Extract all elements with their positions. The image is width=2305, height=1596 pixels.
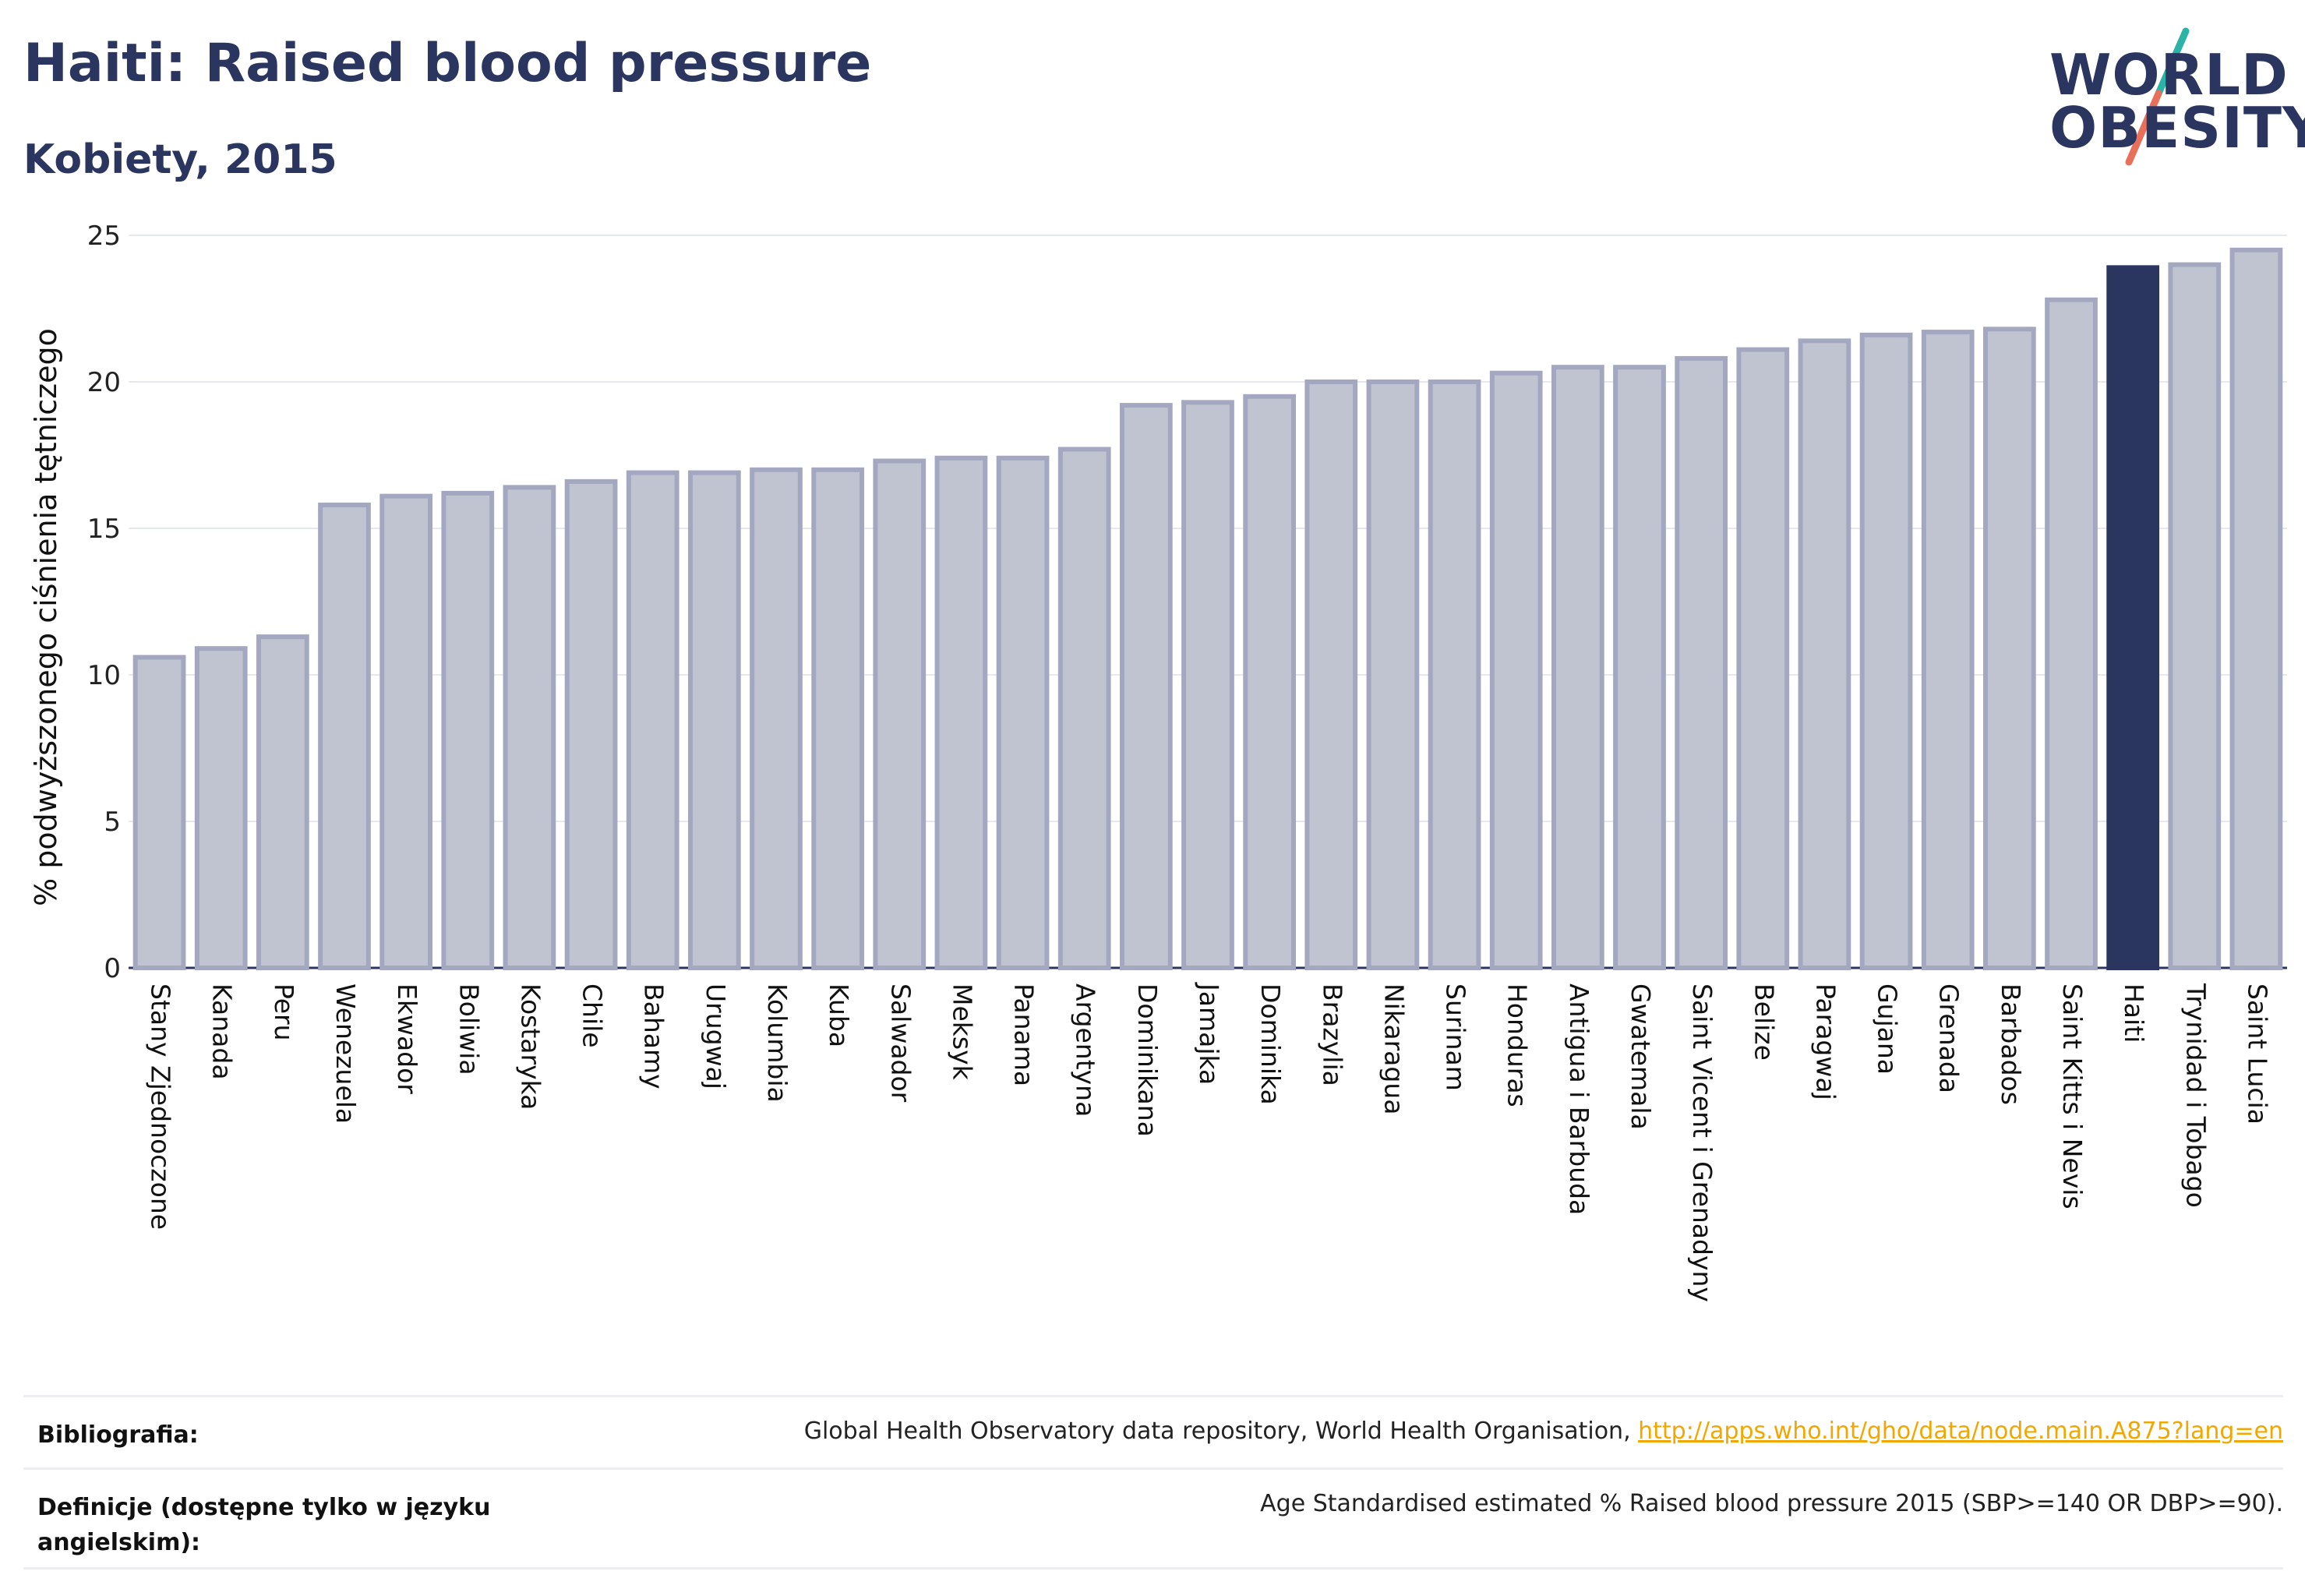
x-category-label: Stany Zjednoczone (146, 983, 176, 1230)
x-category-label: Paragwaj (1810, 983, 1841, 1100)
x-category-label: Surinam (1441, 983, 1471, 1091)
bar (934, 455, 988, 970)
bar (379, 493, 433, 970)
x-category-label: Belize (1749, 983, 1779, 1061)
x-category-label: Wenezuela (330, 983, 361, 1124)
y-tick-label: 5 (104, 807, 121, 838)
logo-text-obesity: OBESITY (2049, 95, 2305, 161)
x-category-label: Haiti (2119, 983, 2149, 1043)
x-axis-labels: Stany Zjednoczone Kanada Peru Wenezuela Ekwa… (146, 982, 2273, 1302)
x-category-label: Kuba (824, 983, 854, 1047)
y-tick-label: 25 (87, 221, 121, 252)
x-category-label: Gwatemala (1626, 983, 1656, 1130)
definitions-row: Definicje (dostępne tylko w języku angie… (23, 1467, 2283, 1570)
x-category-label: Gujana (1873, 983, 1903, 1075)
x-category-label: Grenada (1934, 983, 1964, 1093)
bar (1304, 380, 1358, 970)
bar-highlighted (2106, 265, 2160, 970)
bar (503, 485, 556, 970)
y-tick-label: 0 (104, 953, 121, 984)
x-category-label: Bahamy (639, 983, 669, 1089)
y-axis-ticks: 0 5 10 15 20 25 (87, 221, 121, 984)
x-category-label: Barbados (1996, 983, 2026, 1105)
bar (1736, 347, 1790, 970)
bibliography-text: Global Health Observatory data repositor… (803, 1418, 1639, 1445)
bar (194, 646, 248, 970)
bar (1119, 403, 1173, 970)
x-category-label: Kostaryka (515, 983, 545, 1110)
bar (996, 455, 1050, 970)
bar (1921, 330, 1975, 970)
bar-chart: 0 5 10 15 20 25 Stany Zjednoczone Kanada Peru We… (29, 221, 2287, 1302)
bar (1675, 355, 1728, 971)
x-category-label: Saint Kitts i Nevis (2057, 983, 2088, 1209)
bar (564, 478, 618, 970)
bar (318, 502, 371, 970)
x-category-label: Saint Vicent i Grenadyny (1687, 983, 1717, 1302)
x-category-label: Boliwia (454, 983, 484, 1075)
logo-text-world: WORLD (2049, 42, 2289, 108)
x-category-label: Honduras (1502, 983, 1533, 1107)
world-obesity-logo: WORLD OBESITY (2042, 23, 2305, 168)
x-category-label: Meksyk (947, 983, 977, 1081)
bar (1551, 365, 1604, 970)
bibliography-value: Global Health Observatory data repositor… (804, 1418, 2283, 1445)
x-category-label: Saint Lucia (2242, 983, 2272, 1125)
bar (132, 655, 186, 970)
x-category-label: Kanada (207, 983, 238, 1080)
bar (2168, 262, 2222, 971)
bar (1798, 338, 1851, 970)
bar (811, 467, 865, 970)
x-category-label: Antigua i Barbuda (1564, 983, 1594, 1215)
x-category-label: Panama (1009, 983, 1040, 1086)
bar (873, 458, 927, 970)
bar (441, 490, 495, 970)
bar (2229, 247, 2283, 970)
x-category-label: Nikaragua (1378, 983, 1409, 1114)
y-tick-label: 20 (87, 367, 121, 398)
bar (1613, 365, 1666, 970)
x-category-label: Dominika (1255, 983, 1286, 1105)
bar (1057, 447, 1111, 970)
bar (1859, 332, 1913, 970)
bar (1243, 394, 1297, 970)
y-axis-title: % podwyższonego ciśnienia tętniczego (29, 328, 63, 906)
x-category-label: Ekwador (392, 983, 422, 1094)
x-category-label: Urugwaj (701, 983, 731, 1089)
bars (132, 247, 2283, 971)
definitions-value: Age Standardised estimated % Raised bloo… (1260, 1490, 2283, 1517)
bar (1428, 380, 1481, 970)
x-category-label: Kolumbia (762, 983, 792, 1103)
bar (687, 470, 741, 970)
bar (256, 634, 309, 970)
x-category-label: Jamajka (1194, 982, 1224, 1085)
bar (1982, 327, 2036, 970)
y-tick-label: 15 (87, 514, 121, 545)
bar (1366, 380, 1420, 970)
page-title: Haiti: Raised blood pressure (23, 33, 872, 94)
x-category-label: Peru (269, 983, 299, 1041)
x-category-label: Dominikana (1132, 983, 1163, 1137)
x-category-label: Salwador (885, 983, 916, 1103)
bar (2045, 297, 2098, 971)
bar (750, 467, 803, 970)
y-tick-label: 10 (87, 660, 121, 691)
x-category-label: Argentyna (1071, 983, 1101, 1117)
bibliography-link[interactable]: http://apps.who.int/gho/data/node.main.A… (1638, 1418, 2283, 1445)
bibliography-label: Bibliografia: (37, 1421, 199, 1449)
bar (1489, 370, 1543, 971)
bibliography-row: Bibliografia: Global Health Observatory … (23, 1395, 2283, 1467)
page-subtitle: Kobiety, 2015 (23, 136, 337, 183)
x-category-label: Chile (577, 983, 608, 1048)
logo-slash-icon (2125, 27, 2190, 166)
definitions-label: Definicje (dostępne tylko w języku angie… (37, 1494, 491, 1556)
x-category-label: Trynidad i Tobago (2180, 983, 2211, 1208)
x-category-label: Brazylia (1317, 983, 1347, 1086)
footer: Bibliografia: Global Health Observatory … (23, 1395, 2283, 1570)
bar (1181, 400, 1234, 970)
bar (626, 470, 679, 970)
